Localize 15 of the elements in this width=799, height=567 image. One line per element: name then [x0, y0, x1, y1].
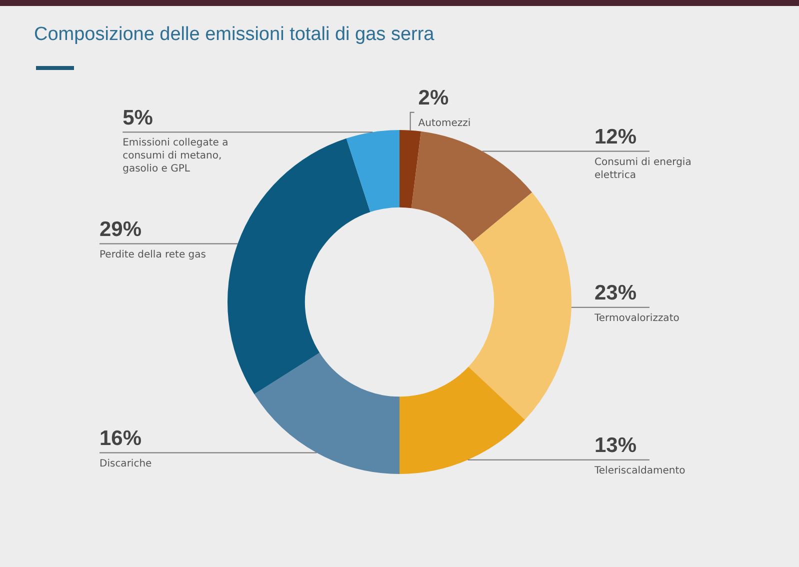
data-label: 12%	[594, 126, 637, 149]
slice-label: Teleriscaldamento	[594, 465, 686, 476]
data-label: 16%	[100, 427, 142, 450]
slice-label: Discariche	[100, 458, 152, 470]
slice-label: Emissioni collegate a consumi di metano, gasolio e GPL	[122, 138, 228, 175]
slice-label: Automezzi	[418, 118, 471, 129]
slice-label: Perdite della rete gas	[100, 249, 206, 260]
slice-label: Consumi di energia elettrica	[594, 156, 692, 181]
data-label: 23%	[594, 282, 637, 305]
data-label: 29%	[100, 218, 142, 242]
slice-label: Termovalorizzato	[594, 312, 680, 324]
data-label: 13%	[594, 434, 637, 458]
data-label: 2%	[418, 86, 449, 110]
chart-title: Composizione delle emissioni totali di gas serra	[34, 24, 434, 46]
data-label: 5%	[122, 106, 154, 130]
